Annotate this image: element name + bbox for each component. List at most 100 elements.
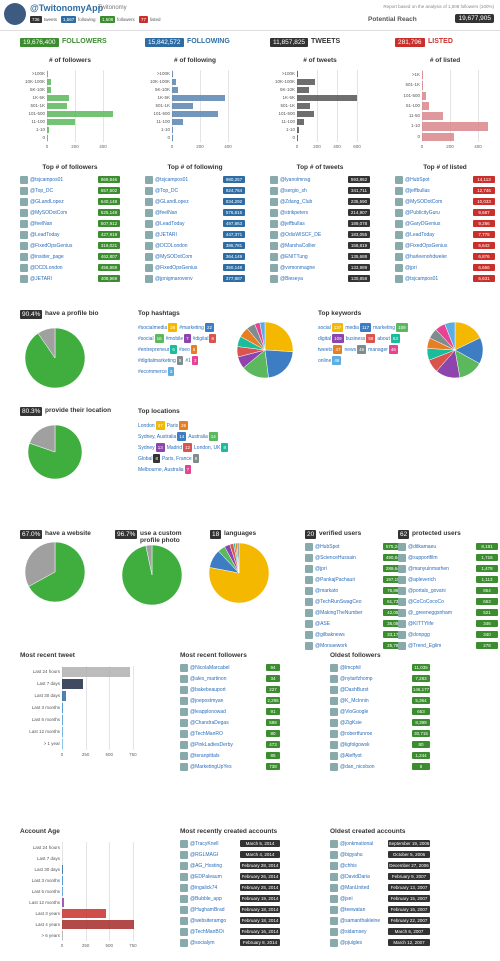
user-name[interactable]: @MySODotCom [155,254,193,260]
tag[interactable]: Madrid 12 [166,443,193,452]
user-name[interactable]: @DashBurst [340,687,369,693]
user-name[interactable]: @tsjcampos01 [155,177,189,183]
user-name[interactable]: @AG_Hosting [190,863,223,869]
user-name[interactable]: @HubSpot [405,177,430,183]
user-name[interactable]: @PinkLadiesDerby [190,742,233,748]
user-name[interactable]: @HughamBrad [190,907,225,913]
tag[interactable]: social 137 [318,323,344,332]
user-name[interactable]: @websiteramgo [190,918,227,924]
user-name[interactable]: @KITTYlife [408,621,434,627]
user-name[interactable]: @Bieseya [280,276,303,282]
tag[interactable]: #digital 6 [192,334,216,343]
user-name[interactable]: @LeadToday [405,232,435,238]
user-name[interactable]: @harleenohdweler [405,254,448,260]
tag[interactable]: online 46 [318,356,342,365]
tag[interactable]: #1 3 [185,356,199,365]
user-name[interactable]: @jpri [315,566,327,572]
user-name[interactable]: @manyuinmarhen [408,566,449,572]
user-name[interactable]: @robertfunroe [340,731,373,737]
user-name[interactable]: @LeadToday [30,232,60,238]
tag[interactable]: media 117 [345,323,372,332]
user-name[interactable]: @lmcphil [340,665,361,671]
user-name[interactable]: @leapplonowad [190,709,226,715]
tag[interactable]: business 59 [345,334,376,343]
user-name[interactable]: @chhis [340,863,357,869]
tag[interactable]: Sydney 13 [138,443,165,452]
user-name[interactable]: @HubSpot [315,544,340,550]
user-name[interactable]: @ScienceHussain [315,555,356,561]
user-name[interactable]: @OdisWISCF_DE [280,232,322,238]
user-name[interactable]: @MarketingUpYes [190,764,232,770]
user-name[interactable]: @teewatan [340,907,366,913]
user-name[interactable]: @ManUnited [340,885,370,891]
user-name[interactable]: @nytarfzhomp [340,676,373,682]
user-name[interactable]: @MakingTheNumber [315,610,363,616]
tag[interactable]: marketing 109 [373,323,408,332]
tag[interactable]: #socialmedia 26 [138,323,178,332]
user-name[interactable]: @DavidDaria [340,874,370,880]
user-name[interactable]: @TracyKnell [190,841,219,847]
user-name[interactable]: @VioGoogle [340,709,369,715]
user-name[interactable]: @sidarnsey [340,929,367,935]
user-name[interactable]: @Trend_Eglim [408,643,442,649]
user-name[interactable]: @LeadToday [155,221,185,227]
user-name[interactable]: @NicolaMarcabel [190,665,230,671]
user-name[interactable]: @JETARI [155,232,177,238]
user-name[interactable]: @jpnigmarovenv [155,276,193,282]
user-name[interactable]: @markato [315,588,339,594]
user-name[interactable]: @bakebeauport [190,687,226,693]
user-name[interactable]: @MySODotCom [30,210,68,216]
user-name[interactable]: @ligfolgowsk [340,742,370,748]
user-name[interactable]: @teranpittals [190,753,220,759]
user-name[interactable]: @PublicityGuru [405,210,440,216]
user-name[interactable]: @ditkamaeu [408,544,437,550]
tag[interactable]: #seo 6 [178,345,198,354]
user-name[interactable]: @socialym [190,940,215,946]
tag[interactable]: about 53 [377,334,400,343]
user-name[interactable]: @ENITTung [280,254,308,260]
user-name[interactable]: @vvmonmagne [280,265,316,271]
user-name[interactable]: @DCDLondon [155,243,188,249]
user-name[interactable]: @ASE [315,621,331,627]
user-name[interactable]: @CoCoCocoCo [408,599,444,605]
user-name[interactable]: @alex_martinon [190,676,227,682]
user-name[interactable]: @TechManBOi [190,929,224,935]
user-name[interactable]: @ingalick74 [190,885,218,891]
user-name[interactable]: @insider_page [30,254,64,260]
user-name[interactable]: @TechManRO [190,731,223,737]
tag[interactable]: tweets 47 [318,345,343,354]
tag[interactable]: news 46 [344,345,367,354]
user-name[interactable]: @ChandraDegas [190,720,229,726]
user-name[interactable]: @K_McInnin [340,698,369,704]
tag[interactable]: London 37 [138,421,165,430]
user-name[interactable]: @GLandLopez [30,199,64,205]
user-name[interactable]: @Morsaework [315,643,348,649]
user-name[interactable]: @jeffbullas [405,188,430,194]
user-name[interactable]: @strikpeters [280,210,309,216]
user-name[interactable]: @tsjcampos01 [30,177,64,183]
user-name[interactable]: @FixedOpsGenius [30,243,73,249]
tag[interactable]: #entrepreneur 6 [138,345,177,354]
user-name[interactable]: @jeffbullas [280,221,305,227]
user-name[interactable]: @samanthakleine [340,918,381,924]
user-name[interactable]: @GaryDGenius [405,221,441,227]
tag[interactable]: #social 16 [138,334,164,343]
tag[interactable]: London, UK 8 [194,443,228,452]
user-name[interactable]: @dan_nicolson [340,764,375,770]
tag[interactable]: #mobile 7 [165,334,191,343]
user-name[interactable]: @RGLMAGI [190,852,219,858]
user-name[interactable]: @sergio_sh [280,188,307,194]
user-name[interactable]: @lyanolmnsg [280,177,311,183]
user-name[interactable]: @GLandLopez [155,199,189,205]
user-name[interactable]: @jpri [405,265,417,271]
user-name[interactable]: @EDPaleaum [190,874,222,880]
user-name[interactable]: @joepostmyan [190,698,224,704]
user-name[interactable]: @Zdang_Club [280,199,313,205]
tag[interactable]: #digitalmarketing 5 [138,356,184,365]
user-name[interactable]: @MySODotCom [405,199,443,205]
user-name[interactable]: @supportfilm [408,555,438,561]
tag[interactable]: #marketing 22 [179,323,214,332]
user-name[interactable]: @bigyahu [340,852,363,858]
tag[interactable]: Global 8 [138,454,160,463]
user-name[interactable]: @Top_DC [30,188,54,194]
